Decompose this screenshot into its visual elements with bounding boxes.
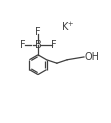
Text: OH: OH bbox=[84, 52, 99, 62]
Text: B: B bbox=[35, 40, 41, 50]
Text: K: K bbox=[62, 22, 69, 32]
Text: F: F bbox=[51, 40, 56, 50]
Text: F: F bbox=[35, 27, 41, 37]
Text: +: + bbox=[67, 21, 73, 27]
Text: F: F bbox=[20, 40, 25, 50]
